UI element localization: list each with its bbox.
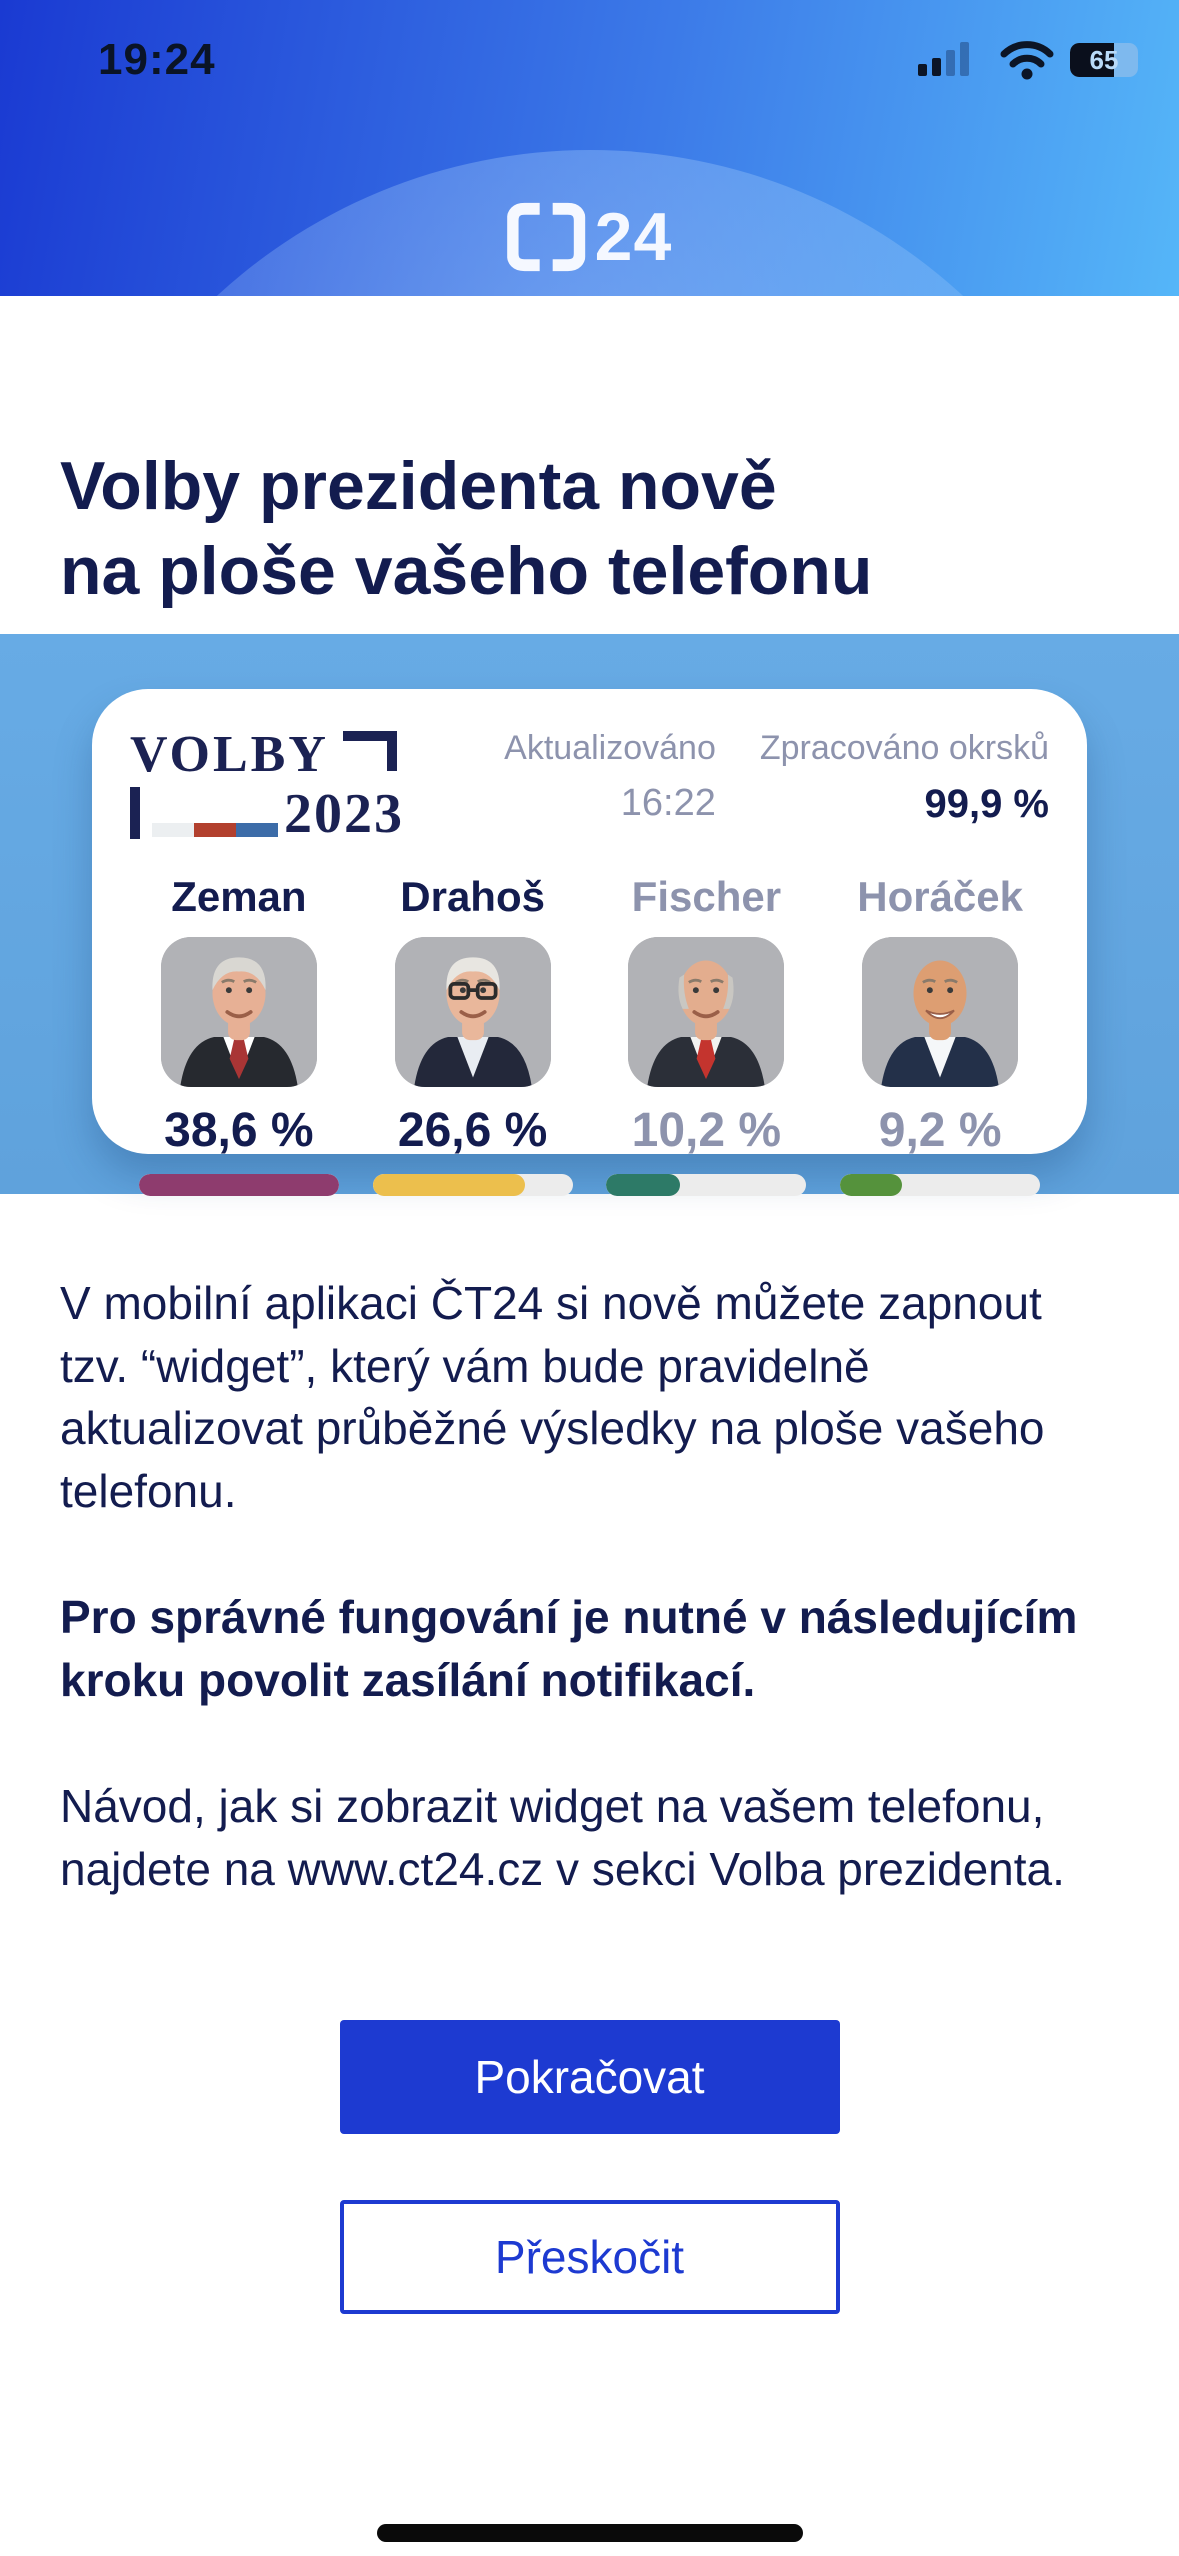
widget-stats: Aktualizováno 16:22 Zpracováno okrsků 99… xyxy=(504,729,1049,827)
candidate-name: Drahoš xyxy=(400,873,545,920)
candidate-photo xyxy=(628,937,785,1087)
stat-processed: Zpracováno okrsků 99,9 % xyxy=(760,729,1049,827)
signal-icon xyxy=(918,42,969,76)
candidate-bar-track xyxy=(606,1174,807,1196)
page-title: Volby prezidenta nově na ploše vašeho te… xyxy=(60,444,1119,614)
candidate-column: Drahoš 26,6 % xyxy=(356,873,590,1196)
action-buttons: Pokračovat Přeskočit xyxy=(0,2020,1179,2315)
candidate-percent: 38,6 % xyxy=(164,1104,314,1157)
candidate-column: Horáček 9,2 % xyxy=(823,873,1057,1196)
stat-updated: Aktualizováno 16:22 xyxy=(504,729,716,827)
candidate-column: Fischer 10,2 % xyxy=(590,873,824,1196)
battery-icon: 65 xyxy=(1070,43,1138,77)
candidate-photo xyxy=(160,937,317,1087)
candidate-photo xyxy=(862,937,1019,1087)
candidate-percent: 9,2 % xyxy=(878,1104,1002,1157)
volby-bracket-icon xyxy=(342,731,397,771)
continue-button[interactable]: Pokračovat xyxy=(339,2020,840,2135)
battery-fill xyxy=(1070,43,1115,77)
skip-button[interactable]: Přeskočit xyxy=(339,2200,840,2315)
candidate-bar-fill xyxy=(606,1174,681,1196)
candidate-column: Zeman 38,6 % xyxy=(122,873,356,1196)
candidate-percent: 10,2 % xyxy=(631,1104,782,1157)
volby-year: 2023 xyxy=(284,782,404,845)
volby-2023-logo: VOLBY 2023 xyxy=(130,726,404,845)
battery-percent: 65 xyxy=(1089,44,1119,75)
widget-banner: VOLBY 2023 Aktualizováno 16:22 xyxy=(0,634,1179,1196)
candidates-grid: Zeman 38,6 % Drahoš 26,6 % Fischer 10,2 … xyxy=(122,873,1057,1196)
candidate-name: Horáček xyxy=(857,873,1023,920)
wifi-icon xyxy=(1000,41,1054,80)
candidate-avatar-icon xyxy=(394,937,551,1087)
status-time: 19:24 xyxy=(98,35,216,84)
widget-card-header: VOLBY 2023 Aktualizováno 16:22 xyxy=(122,726,1057,845)
stat-processed-value: 99,9 % xyxy=(924,782,1049,826)
ct-logo-text: 24 xyxy=(594,199,673,275)
page-title-line1: Volby prezidenta nově xyxy=(60,448,777,524)
home-indicator[interactable] xyxy=(376,2524,803,2542)
status-bar: 19:24 65 xyxy=(0,30,1179,90)
stat-updated-value: 16:22 xyxy=(620,782,716,824)
candidate-bar-track xyxy=(840,1174,1041,1196)
ct-logo-mark-icon xyxy=(506,202,585,272)
app-header: 19:24 65 xyxy=(0,0,1179,296)
flag-strip-icon xyxy=(152,823,278,837)
volby-bar-icon xyxy=(130,787,140,839)
candidate-avatar-icon xyxy=(628,937,785,1087)
ct24-logo: 24 xyxy=(506,198,673,276)
page-title-line2: na ploše vašeho telefonu xyxy=(60,533,873,609)
candidate-percent: 26,6 % xyxy=(397,1104,548,1157)
candidate-photo xyxy=(394,937,551,1087)
candidate-avatar-icon xyxy=(862,937,1019,1087)
candidate-name: Zeman xyxy=(171,873,307,920)
candidate-bar-fill xyxy=(138,1174,339,1196)
body-paragraph-1: V mobilní aplikaci ČT24 si nově můžete z… xyxy=(60,1277,1045,1517)
stat-processed-label: Zpracováno okrsků xyxy=(759,729,1049,767)
widget-card: VOLBY 2023 Aktualizováno 16:22 xyxy=(92,689,1087,1196)
candidate-name: Fischer xyxy=(631,873,782,920)
candidate-bar-fill xyxy=(372,1174,525,1196)
volby-word: VOLBY xyxy=(130,726,329,783)
stat-updated-label: Aktualizováno xyxy=(504,729,716,767)
candidate-bar-track xyxy=(372,1174,573,1196)
candidate-bar-track xyxy=(138,1174,339,1196)
body-paragraph-3: Návod, jak si zobrazit widget na vašem t… xyxy=(60,1780,1065,1895)
status-icons: 65 xyxy=(918,40,1138,80)
candidate-bar-fill xyxy=(840,1174,903,1196)
body-paragraph-2: Pro správné fungování je nutné v následu… xyxy=(60,1591,1078,1706)
candidate-avatar-icon xyxy=(160,937,317,1087)
